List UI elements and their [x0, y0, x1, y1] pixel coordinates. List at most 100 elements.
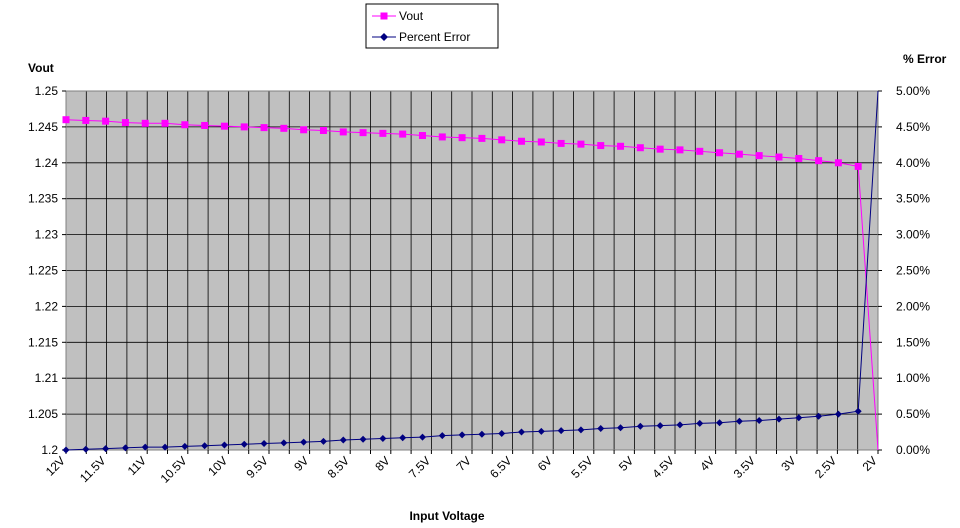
data-point: [201, 442, 209, 450]
legend-vout-marker: [380, 12, 388, 20]
y-left-tick-label: 1.2: [41, 443, 58, 457]
data-point: [537, 138, 545, 146]
data-point: [102, 117, 110, 125]
data-point: [735, 150, 743, 158]
data-point: [300, 126, 308, 134]
y-right-tick-label: 2.00%: [896, 299, 930, 313]
data-point: [260, 440, 268, 448]
data-point: [418, 433, 426, 441]
x-tick-label: 7V: [454, 454, 474, 474]
x-tick-label: 8V: [372, 454, 392, 474]
y-left-tick-label: 1.245: [28, 120, 58, 134]
data-point: [498, 429, 506, 437]
data-point: [102, 445, 110, 453]
y-right-tick-label: 4.50%: [896, 120, 930, 134]
x-tick-label: 9V: [291, 454, 311, 474]
data-point: [339, 128, 347, 136]
data-point: [359, 435, 367, 443]
x-tick-label: 2.5V: [812, 454, 839, 481]
series-vout: [62, 116, 879, 451]
data-point: [716, 419, 724, 427]
data-point: [220, 441, 228, 449]
data-point: [597, 424, 605, 432]
data-point: [399, 130, 407, 138]
y-left-tick-label: 1.25: [35, 84, 59, 98]
y-right-tick-label: 4.00%: [896, 156, 930, 170]
y-left-tick-label: 1.24: [35, 156, 59, 170]
data-point: [359, 129, 367, 137]
data-point: [240, 123, 248, 131]
x-tick-label: 10V: [205, 454, 230, 479]
data-point: [141, 443, 149, 451]
data-point: [716, 149, 724, 157]
data-point: [141, 119, 149, 127]
data-point: [795, 414, 803, 422]
data-point: [418, 132, 426, 140]
y-left-tick-label: 1.205: [28, 407, 58, 421]
data-point: [537, 427, 545, 435]
data-point: [755, 152, 763, 160]
y-right-axis-title: % Error: [903, 52, 947, 66]
x-tick-label: 3.5V: [731, 454, 758, 481]
data-point: [577, 140, 585, 148]
data-point: [62, 116, 70, 124]
data-point: [815, 412, 823, 420]
y-right-tick-label: 1.00%: [896, 371, 930, 385]
series-percent-error: [62, 90, 879, 454]
data-point: [735, 417, 743, 425]
data-point: [458, 134, 466, 142]
y-right-tick-label: 0.00%: [896, 443, 930, 457]
x-tick-label: 4V: [697, 454, 717, 474]
x-tick-label: 11.5V: [77, 454, 108, 485]
data-point: [478, 134, 486, 142]
x-tick-label: 6.5V: [487, 454, 514, 481]
data-point: [260, 124, 268, 132]
data-point: [121, 119, 129, 127]
data-point: [161, 443, 169, 451]
x-tick-label: 7.5V: [406, 454, 433, 481]
data-point: [854, 407, 862, 415]
x-tick-label: 5V: [616, 454, 636, 474]
y-right-tick-label: 1.50%: [896, 335, 930, 349]
data-point: [775, 153, 783, 161]
data-point: [755, 417, 763, 425]
y-right-tick-label: 5.00%: [896, 84, 930, 98]
data-point: [636, 422, 644, 430]
data-point: [518, 137, 526, 145]
data-point: [557, 427, 565, 435]
data-point: [438, 133, 446, 141]
data-point: [557, 139, 565, 147]
x-axis-title: Input Voltage: [409, 509, 484, 523]
x-tick-label: 12V: [43, 454, 68, 479]
y-right-tick-label: 3.00%: [896, 228, 930, 242]
y-left-tick-label: 1.22: [35, 299, 59, 313]
x-tick-label: 10.5V: [158, 454, 190, 486]
data-point: [775, 415, 783, 423]
y-left-tick-label: 1.235: [28, 192, 58, 206]
series-layer: [62, 90, 879, 454]
data-point: [498, 136, 506, 144]
data-point: [676, 421, 684, 429]
data-point: [696, 147, 704, 155]
data-point: [240, 440, 248, 448]
x-tick-label: 5.5V: [568, 454, 595, 481]
legend: Vout Percent Error: [365, 3, 499, 49]
data-point: [478, 430, 486, 438]
data-point: [181, 442, 189, 450]
legend-error-marker: [380, 33, 388, 41]
data-point: [617, 424, 625, 432]
data-point: [280, 124, 288, 132]
data-point: [656, 145, 664, 153]
data-point: [834, 159, 842, 167]
data-point: [795, 154, 803, 162]
x-tick-label: 3V: [778, 454, 798, 474]
data-point: [834, 410, 842, 418]
data-point: [280, 439, 288, 447]
x-tick-label: 8.5V: [325, 454, 352, 481]
legend-error-label: Percent Error: [399, 30, 470, 44]
y-left-axis-title: Vout: [28, 61, 54, 75]
data-point: [438, 432, 446, 440]
data-point: [617, 142, 625, 150]
data-point: [577, 426, 585, 434]
